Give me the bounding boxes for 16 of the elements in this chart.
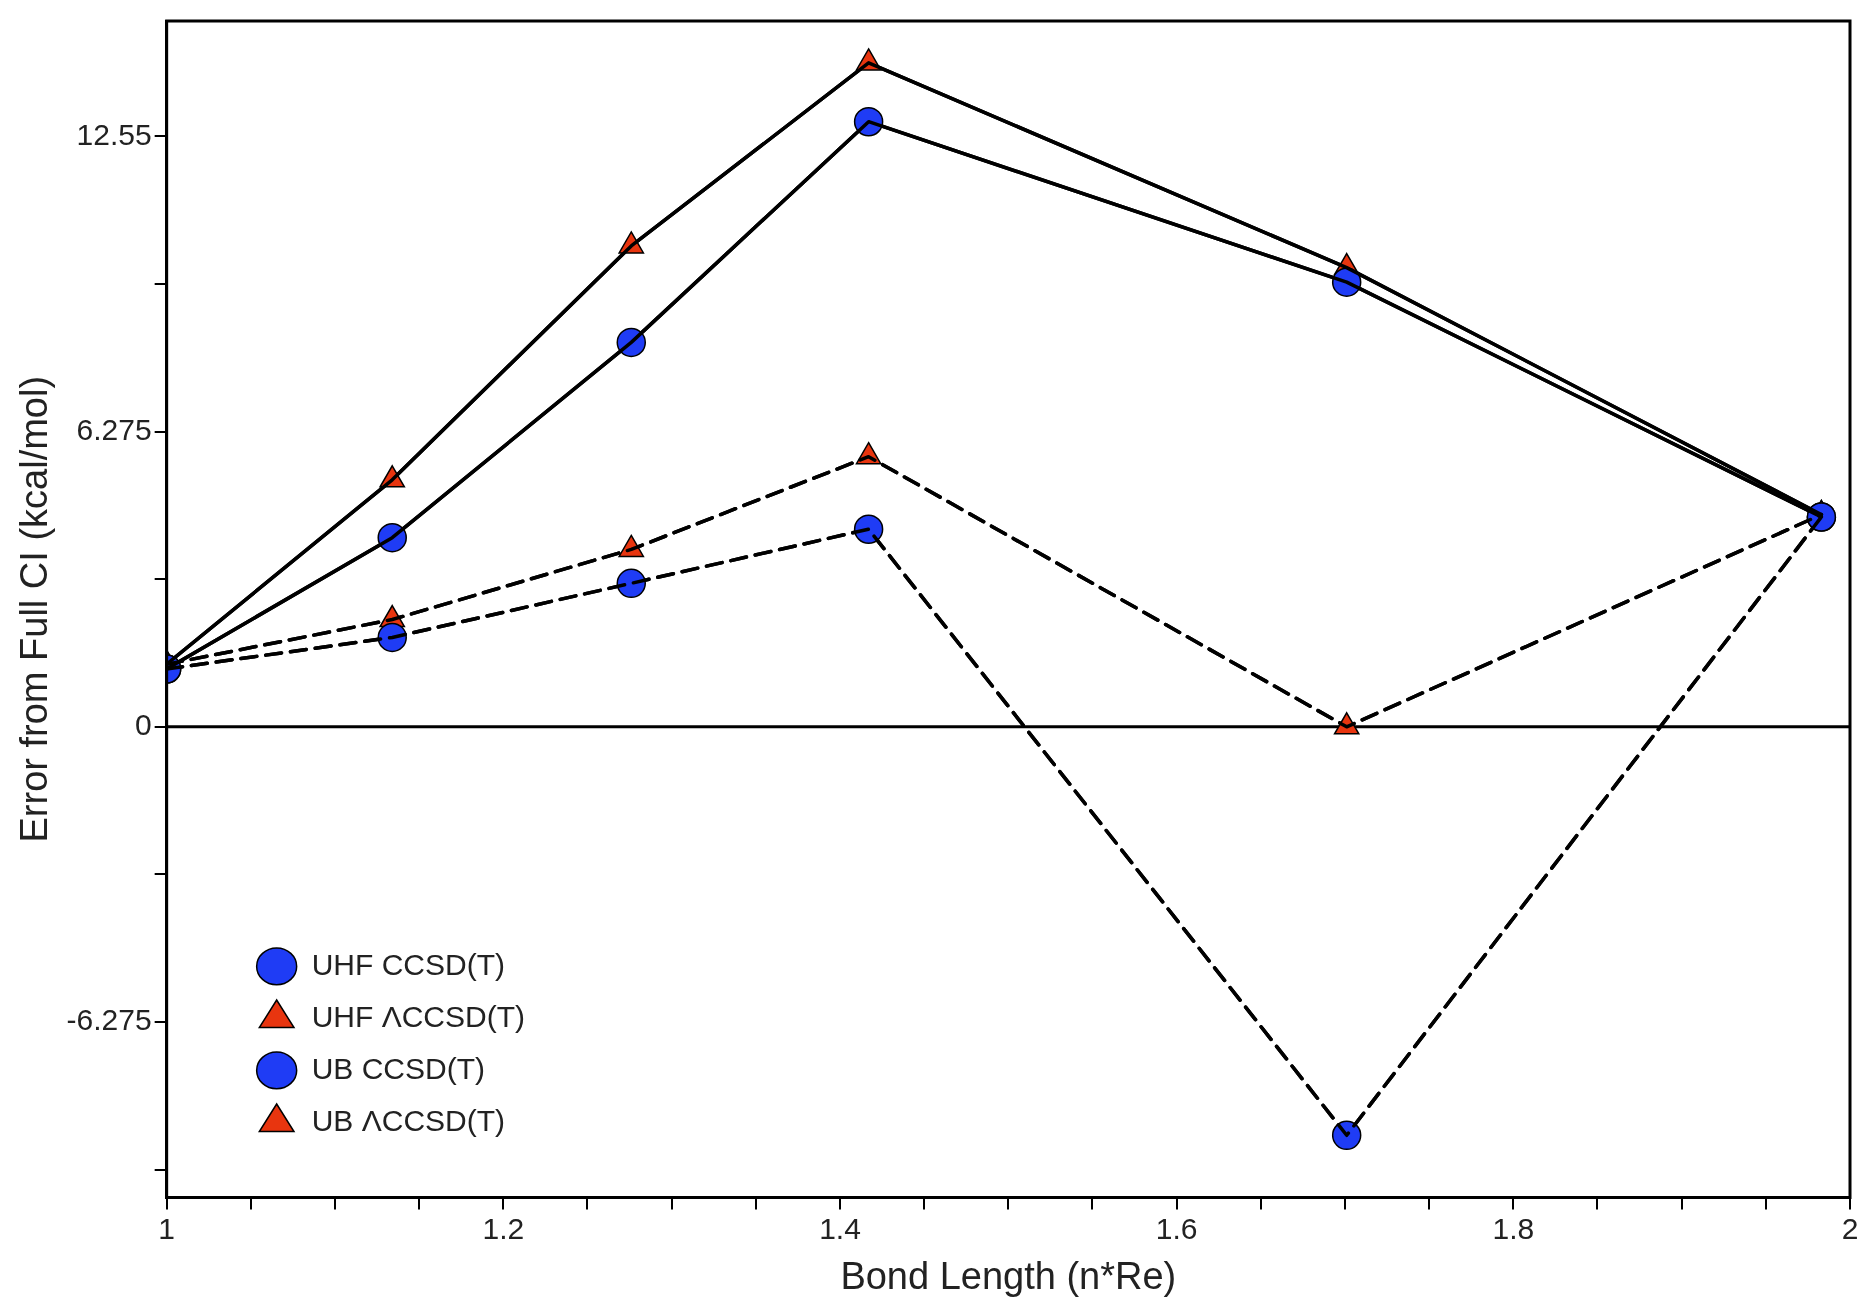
legend-label: UHF ΛCCSD(T) xyxy=(311,999,526,1033)
y-tick-label: 6.275 xyxy=(76,412,152,446)
y-tick-label: 0 xyxy=(134,708,152,742)
legend-label: UHF CCSD(T) xyxy=(311,947,505,981)
x-tick-label: 1 xyxy=(158,1211,176,1245)
y-axis-title: Error from Full CI (kcal/mol) xyxy=(13,375,56,843)
y-tick-label: 12.55 xyxy=(76,117,152,151)
legend-label: UB CCSD(T) xyxy=(311,1051,485,1085)
y-tick-label: -6.275 xyxy=(66,1003,152,1037)
legend-label: UB ΛCCSD(T) xyxy=(311,1103,506,1137)
x-tick-label: 2 xyxy=(1841,1211,1859,1245)
x-tick-label: 1.4 xyxy=(819,1211,861,1245)
x-tick-label: 1.8 xyxy=(1492,1211,1535,1245)
x-tick-label: 1.6 xyxy=(1155,1211,1198,1245)
x-axis-title: Bond Length (n*Re) xyxy=(840,1254,1177,1297)
x-tick-label: 1.2 xyxy=(482,1211,525,1245)
